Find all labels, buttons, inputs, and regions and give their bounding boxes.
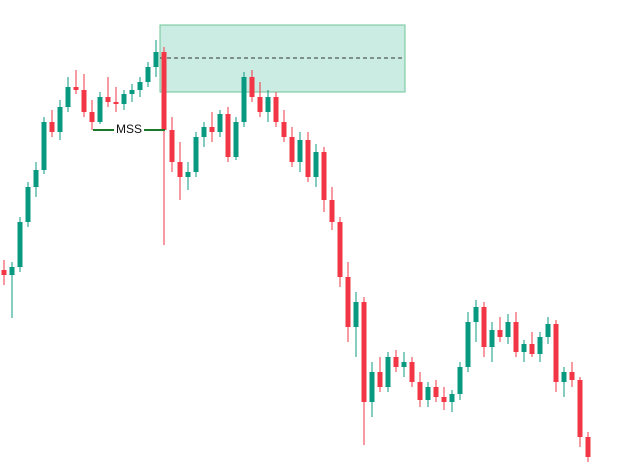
candle-body <box>433 387 439 397</box>
candle-body <box>177 162 183 177</box>
annotation-label: MSS <box>116 122 142 136</box>
candle-body <box>457 367 463 394</box>
candle-body <box>209 127 215 132</box>
candle-body <box>113 102 119 104</box>
candle-body <box>25 187 31 222</box>
candle-body <box>417 382 423 400</box>
candle-body <box>97 97 103 122</box>
candle-body <box>361 302 367 402</box>
candle-body <box>545 324 551 337</box>
candle-body <box>585 437 591 457</box>
candle-body <box>321 152 327 200</box>
candle-body <box>17 222 23 267</box>
candle-body <box>65 87 71 107</box>
candle-body <box>529 344 535 354</box>
candle-body <box>249 77 255 97</box>
candle-body <box>169 130 175 162</box>
candle-body <box>409 362 415 382</box>
candle-body <box>297 140 303 162</box>
candle-body <box>273 97 279 122</box>
candle-body <box>121 94 127 104</box>
candle-body <box>337 222 343 277</box>
candle-body <box>161 52 167 130</box>
candle-body <box>185 172 191 177</box>
candle-body <box>33 170 39 187</box>
candle-body <box>153 52 159 67</box>
candle-body <box>561 372 567 382</box>
candle-body <box>473 307 479 322</box>
candle-body <box>569 372 575 380</box>
candle-body <box>137 82 143 90</box>
candle-body <box>329 200 335 222</box>
candle-body <box>105 97 111 102</box>
candle-body <box>193 137 199 172</box>
candle-body <box>9 267 15 275</box>
candle-body <box>265 97 271 112</box>
candle-body <box>241 77 247 122</box>
candle-body <box>401 362 407 367</box>
candle-body <box>513 322 519 352</box>
candle-body <box>145 67 151 82</box>
candle-body <box>89 112 95 122</box>
candle-body <box>489 330 495 347</box>
candle-body <box>577 380 583 437</box>
candle-body <box>441 397 447 402</box>
candle-body <box>201 127 207 137</box>
candle-body <box>425 387 431 400</box>
candle-body <box>81 90 87 112</box>
candle-body <box>233 122 239 157</box>
candle-body <box>225 114 231 157</box>
candle-body <box>353 302 359 327</box>
candle-body <box>393 357 399 367</box>
candle-body <box>537 337 543 354</box>
candle-body <box>369 372 375 402</box>
candle-body <box>41 122 47 170</box>
candle-body <box>313 152 319 177</box>
candle-body <box>481 307 487 347</box>
candle-body <box>1 270 7 275</box>
candle-body <box>345 277 351 327</box>
candle-body <box>521 344 527 352</box>
candle-body <box>385 357 391 387</box>
candle-body <box>553 324 559 382</box>
candle-body <box>505 322 511 337</box>
candle-body <box>129 90 135 94</box>
candle-body <box>281 122 287 137</box>
candle-body <box>305 140 311 177</box>
candle-body <box>465 322 471 367</box>
candle-body <box>73 87 79 90</box>
candle-body <box>217 114 223 132</box>
candle-body <box>49 122 55 132</box>
candle-body <box>377 372 383 387</box>
candle-body <box>289 137 295 162</box>
candle-body <box>497 330 503 337</box>
candle-body <box>57 107 63 132</box>
candle-body <box>257 97 263 112</box>
candle-body <box>449 394 455 402</box>
